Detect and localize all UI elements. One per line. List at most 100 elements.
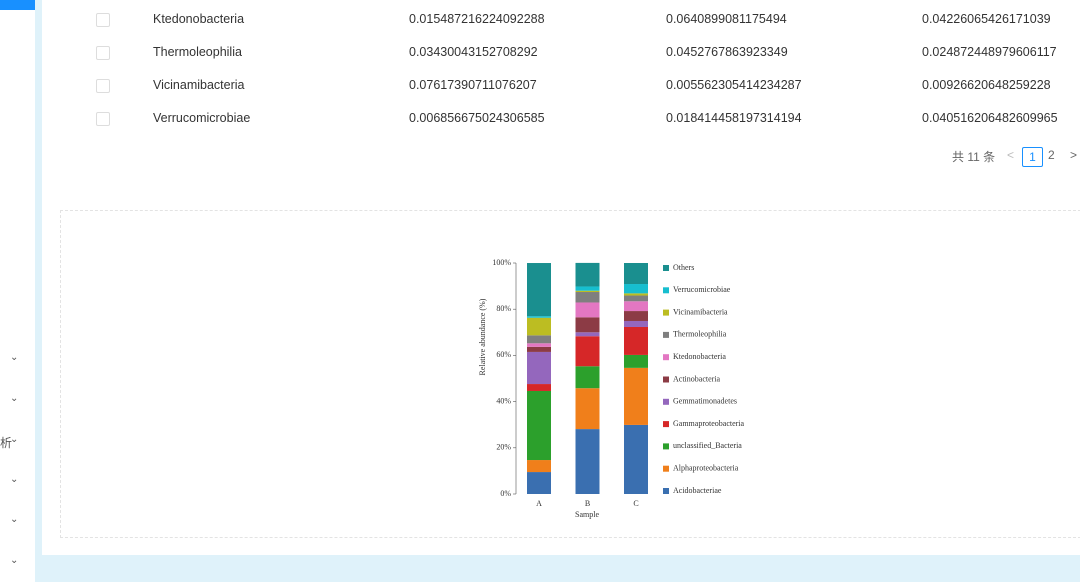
legend-label: Thermoleophilia (673, 330, 727, 339)
table-cell: 0.00926620648259228 (922, 78, 1051, 92)
row-checkbox[interactable] (96, 79, 110, 93)
content-card: Ktedonobacteria 0.015487216224092288 0.064… (42, 0, 1080, 555)
x-tick-label: A (536, 499, 542, 508)
chevron[interactable]: ⌄ (10, 393, 19, 404)
menu-text[interactable]: 析 (0, 436, 13, 450)
bar-segment (575, 429, 600, 494)
bar-segment (624, 320, 648, 327)
table-cell: 0.005562305414234287 (666, 78, 802, 92)
legend-label: Gemmatimonadetes (673, 397, 737, 406)
bar-segment (624, 263, 648, 285)
chevron[interactable]: ⌄ (10, 434, 19, 445)
bar-segment (527, 316, 551, 318)
table-cell: Ktedonobacteria (153, 12, 245, 26)
bar-segment (575, 262, 600, 287)
y-tick-label: 100% (492, 258, 511, 267)
bar-segment (624, 367, 648, 425)
bar-segment (527, 346, 551, 352)
bar-segment (624, 301, 648, 312)
legend-label: Gammaproteobacteria (673, 419, 745, 428)
table-cell: 0.0452767863923349 (666, 45, 788, 59)
bar-segment (527, 472, 551, 494)
bar-segment (575, 286, 600, 291)
table-cell: 0.006856675024306585 (409, 111, 545, 125)
table-cell: 0.040516206482609965 (922, 111, 1058, 125)
table-row: Thermoleophilia 0.03430043152708292 0.0452… (42, 35, 1080, 68)
bar-segment (624, 326, 648, 355)
bar-segment (624, 284, 648, 294)
bar-segment (624, 354, 648, 368)
bar-segment (624, 311, 648, 321)
legend-swatch (663, 465, 669, 472)
chevron[interactable]: ⌄ (10, 474, 19, 485)
bar-segment (575, 332, 600, 337)
bar-segment (527, 351, 551, 385)
page-button[interactable]: 2 (1048, 148, 1055, 162)
bar-segment (527, 263, 551, 317)
legend-swatch (663, 309, 669, 316)
active-menu-bar (0, 0, 35, 10)
x-axis-label: Sample (575, 510, 599, 519)
bar-segment (575, 302, 600, 318)
legend-swatch (663, 421, 669, 428)
chart: Relative abundance (%) Sample 0% 20% 40% 60… (478, 258, 745, 519)
bar-segment (575, 388, 600, 430)
legend-swatch (663, 265, 669, 271)
bar-segment (527, 317, 551, 336)
y-tick-label: 60% (496, 350, 511, 359)
chevron[interactable]: ⌄ (10, 555, 19, 566)
bar-segment (624, 293, 648, 296)
row-checkbox[interactable] (96, 13, 110, 27)
y-tick-label: 20% (496, 443, 511, 452)
x-tick-label: C (633, 499, 638, 508)
bar-segment (527, 343, 551, 347)
table-cell: 0.024872448979606117 (922, 45, 1057, 59)
legend-swatch (663, 376, 669, 383)
legend-label: Vicinamibacteria (673, 307, 728, 316)
chevron[interactable]: ⌄ (10, 352, 19, 363)
legend-swatch (663, 488, 669, 494)
table-cell: Vicinamibacteria (153, 78, 245, 92)
y-axis-label: Relative abundance (%) (478, 298, 487, 375)
row-checkbox[interactable] (96, 112, 110, 126)
table-cell: 0.015487216224092288 (409, 12, 545, 26)
legend-swatch (663, 331, 669, 338)
legend-label: Ktedonobacteria (673, 352, 726, 361)
legend-swatch (663, 287, 669, 294)
chart-panel: Relative abundance (%) Sample 0% 20% 40% 60… (60, 210, 1080, 538)
next-page[interactable]: > (1070, 148, 1078, 162)
bar-segment (527, 390, 551, 461)
table-cell: 0.07617390711076207 (409, 78, 537, 92)
bar-segment (527, 460, 551, 473)
table-cell: 0.04226065426171039 (922, 12, 1051, 26)
table-row: Verrucomicrobiae 0.006856675024306585 0.01… (42, 101, 1080, 134)
bar-segment (575, 290, 600, 293)
page-button[interactable]: 1 (1022, 147, 1043, 167)
bar-segment (527, 335, 551, 344)
chevron[interactable]: ⌄ (10, 514, 19, 525)
bar-segment (624, 295, 648, 302)
table-cell: 0.0640899081175494 (666, 12, 787, 26)
legend-label: Others (673, 263, 694, 272)
row-checkbox[interactable] (96, 46, 110, 60)
legend-label: Verrucomicrobiae (673, 285, 731, 294)
sidebar: ⌄ ⌄ 析 ⌄ ⌄ ⌄ ⌄ (0, 0, 35, 582)
bar-segment (575, 366, 600, 389)
table-cell: Verrucomicrobiae (153, 111, 251, 125)
bar-segment (575, 317, 600, 333)
bar-segment (575, 336, 600, 367)
table-cell: 0.03430043152708292 (409, 45, 538, 59)
bar-segment (527, 384, 551, 391)
x-tick-label: B (585, 499, 590, 508)
prev-page[interactable]: < (1007, 148, 1015, 162)
y-tick-label: 80% (496, 304, 511, 313)
legend-label: Acidobacteriae (673, 486, 722, 495)
table-cell: Thermoleophilia (153, 45, 242, 59)
table-cell: 0.018414458197314194 (666, 111, 802, 125)
pagination-total: 共 11 条 (952, 150, 996, 164)
legend-swatch (663, 443, 669, 450)
table-row: Vicinamibacteria 0.07617390711076207 0.005… (42, 68, 1080, 101)
legend-label: Alphaproteobacteria (673, 464, 739, 473)
bar-segment (624, 424, 648, 494)
